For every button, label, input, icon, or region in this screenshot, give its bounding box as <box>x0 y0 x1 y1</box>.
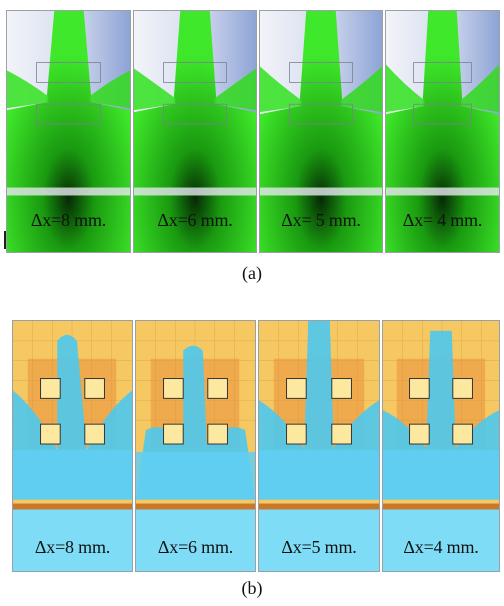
figure-a-panel-3: Δx= 5 mm. <box>259 10 383 253</box>
simulation-image-blue <box>13 321 132 571</box>
panel-label: Δx=8 mm. <box>34 537 111 557</box>
simulation-image-green <box>7 11 130 252</box>
panel-label: Δx=8 mm. <box>30 210 107 230</box>
simulation-image-blue <box>136 321 255 571</box>
figure-a-panel-1: Δx=8 mm. <box>6 10 131 253</box>
figure-b-caption: (b) <box>241 578 263 598</box>
panel-label: Δx= 5 mm. <box>281 210 361 230</box>
simulation-image-green <box>260 11 382 252</box>
figure-b-panel-2: Δx=6 mm. <box>135 320 256 572</box>
figure-a-caption: (a) <box>242 263 262 283</box>
simulation-image-green <box>134 11 256 252</box>
panel-label: Δx=6 mm. <box>157 537 234 557</box>
figure-a-row: Δx=8 mm. Δx=6 mm. <box>0 10 504 253</box>
figure-b-row: Δx=8 mm. Δx=6 mm. <box>0 320 504 572</box>
figure-b-panel-1: Δx=8 mm. <box>12 320 133 572</box>
simulation-image-blue <box>383 321 499 571</box>
panel-label: Δx=4 mm. <box>403 537 479 557</box>
figure-b-panel-4: Δx=4 mm. <box>382 320 500 572</box>
simulation-image-blue <box>259 321 379 571</box>
figure-a-panel-4: Δx= 4 mm. <box>385 10 500 253</box>
panel-label: Δx= 4 mm. <box>402 210 483 230</box>
panel-label: Δx=6 mm. <box>157 210 233 230</box>
edge-mark <box>4 231 6 249</box>
simulation-image-green <box>386 11 499 252</box>
figure-b-panel-3: Δx=5 mm. <box>258 320 380 572</box>
panel-label: Δx=5 mm. <box>281 537 357 557</box>
figure-a-panel-2: Δx=6 mm. <box>133 10 257 253</box>
